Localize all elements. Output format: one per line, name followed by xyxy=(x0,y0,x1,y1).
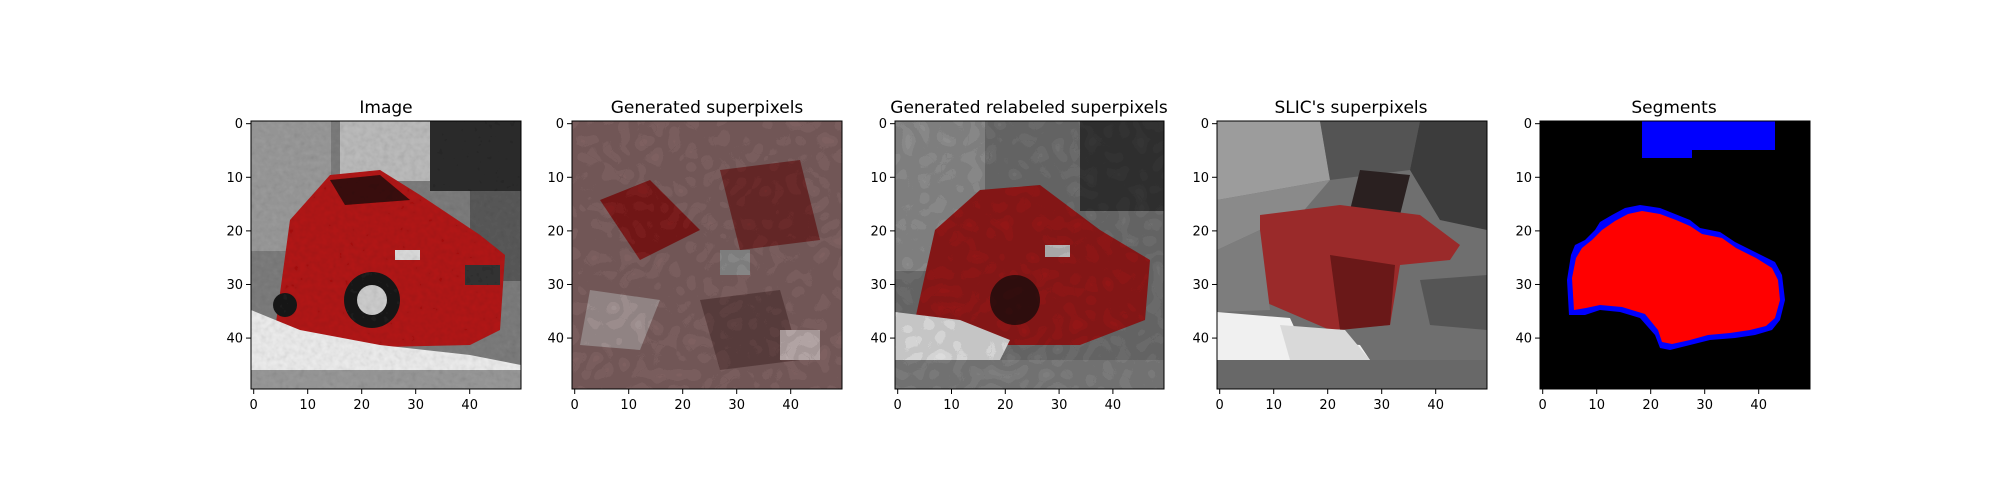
x-tick-label: 10 xyxy=(620,398,637,413)
panel-5-axes: 0 10 20 30 40 0 10 20 30 40 xyxy=(1515,117,1767,413)
x-tick-label: 20 xyxy=(353,398,370,413)
y-tick-label: 10 xyxy=(1192,171,1209,186)
panel-segments-frame xyxy=(1539,120,1811,390)
y-tick-label: 40 xyxy=(226,332,243,347)
x-tick-label: 10 xyxy=(1588,398,1605,413)
panel-title: Generated relabeled superpixels xyxy=(890,98,1168,118)
y-tick-label: 30 xyxy=(1515,278,1532,293)
x-tick-label: 30 xyxy=(407,398,424,413)
x-tick-label: 0 xyxy=(571,398,579,413)
x-tick-label: 40 xyxy=(1750,398,1767,413)
x-tick-label: 20 xyxy=(1319,398,1336,413)
panel-1-axes: 0 10 20 30 40 0 10 20 30 40 xyxy=(226,117,478,413)
panel-title: SLIC's superpixels xyxy=(1274,98,1427,118)
panel-generated-superpixels: Generated superpixels xyxy=(571,98,843,390)
axis-ticks: 0 10 20 30 40 0 10 20 30 40 0 10 20 30 40 0 10 20 30 40 0 10 2… xyxy=(226,117,1767,413)
panel-relabeled-superpixels: Generated relabeled superpixels xyxy=(890,98,1168,390)
x-tick-label: 30 xyxy=(1696,398,1713,413)
y-tick-label: 40 xyxy=(1515,332,1532,347)
y-tick-label: 0 xyxy=(1524,117,1532,132)
panel-slic-superpixels-picture xyxy=(1217,121,1487,389)
panel-image-picture xyxy=(251,121,521,389)
x-tick-label: 40 xyxy=(461,398,478,413)
panel-title: Generated superpixels xyxy=(611,98,804,118)
y-tick-label: 30 xyxy=(870,278,887,293)
panel-2-axes: 0 10 20 30 40 0 10 20 30 40 xyxy=(547,117,799,413)
y-tick-label: 0 xyxy=(1201,117,1209,132)
panel-generated-superpixels-picture xyxy=(572,121,842,389)
x-tick-label: 40 xyxy=(1105,398,1122,413)
y-tick-label: 20 xyxy=(870,224,887,239)
x-tick-label: 40 xyxy=(1427,398,1444,413)
panel-title: Image xyxy=(359,98,412,118)
panel-slic-superpixels: SLIC's superpixels xyxy=(1216,98,1488,390)
y-tick-label: 30 xyxy=(1192,278,1209,293)
panel-slic-superpixels-frame xyxy=(1216,120,1488,390)
x-tick-label: 20 xyxy=(674,398,691,413)
y-tick-label: 0 xyxy=(235,117,243,132)
panel-image: Image xyxy=(250,98,522,390)
x-tick-label: 10 xyxy=(299,398,316,413)
x-tick-label: 40 xyxy=(782,398,799,413)
y-tick-label: 20 xyxy=(1192,224,1209,239)
y-tick-label: 10 xyxy=(226,171,243,186)
panel-image-frame xyxy=(250,120,522,390)
y-tick-label: 0 xyxy=(879,117,887,132)
x-tick-label: 30 xyxy=(1051,398,1068,413)
x-tick-label: 20 xyxy=(997,398,1014,413)
panel-title: Segments xyxy=(1631,98,1717,118)
x-tick-label: 0 xyxy=(894,398,902,413)
y-tick-label: 30 xyxy=(547,278,564,293)
panel-3-axes: 0 10 20 30 40 0 10 20 30 40 xyxy=(870,117,1121,413)
panel-segments: Segments xyxy=(1539,98,1811,390)
x-tick-label: 0 xyxy=(1539,398,1547,413)
y-tick-label: 10 xyxy=(547,171,564,186)
y-tick-label: 20 xyxy=(226,224,243,239)
x-tick-label: 20 xyxy=(1642,398,1659,413)
panel-generated-superpixels-frame xyxy=(571,120,843,390)
y-tick-label: 10 xyxy=(870,171,887,186)
x-tick-label: 0 xyxy=(1216,398,1224,413)
y-tick-label: 10 xyxy=(1515,171,1532,186)
y-tick-label: 20 xyxy=(547,224,564,239)
panel-relabeled-superpixels-picture xyxy=(895,121,1164,389)
y-tick-label: 40 xyxy=(1192,332,1209,347)
x-tick-label: 0 xyxy=(250,398,258,413)
x-tick-label: 10 xyxy=(1265,398,1282,413)
panel-segments-picture xyxy=(1540,121,1810,389)
y-tick-label: 30 xyxy=(226,278,243,293)
panel-4-axes: 0 10 20 30 40 0 10 20 30 40 xyxy=(1192,117,1444,413)
y-tick-label: 40 xyxy=(547,332,564,347)
x-tick-label: 30 xyxy=(728,398,745,413)
x-tick-label: 30 xyxy=(1373,398,1390,413)
y-tick-label: 20 xyxy=(1515,224,1532,239)
x-tick-label: 10 xyxy=(943,398,960,413)
y-tick-label: 0 xyxy=(556,117,564,132)
panel-relabeled-superpixels-frame xyxy=(894,120,1165,390)
y-tick-label: 40 xyxy=(870,332,887,347)
